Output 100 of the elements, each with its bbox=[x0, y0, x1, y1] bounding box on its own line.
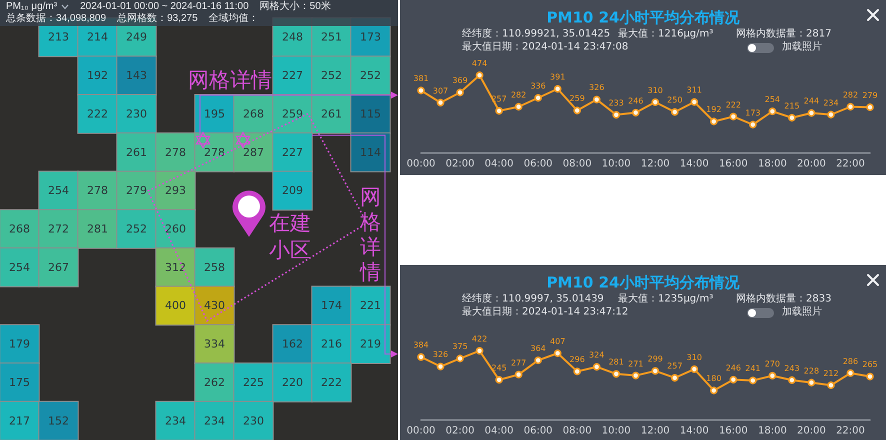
data-label: 282 bbox=[842, 90, 858, 100]
data-label: 225 bbox=[243, 376, 264, 389]
x-tick-label: 02:00 bbox=[446, 426, 474, 436]
data-label: 278 bbox=[165, 146, 186, 159]
x-tick-label: 10:00 bbox=[602, 158, 631, 170]
data-label: 234 bbox=[823, 98, 839, 108]
data-label: 334 bbox=[204, 338, 225, 351]
point bbox=[651, 98, 660, 106]
data-label: 287 bbox=[243, 146, 264, 159]
data-label: 246 bbox=[726, 363, 741, 372]
data-label: 261 bbox=[126, 146, 147, 159]
data-label: 248 bbox=[282, 30, 303, 44]
data-label: 391 bbox=[550, 72, 566, 82]
point bbox=[573, 368, 581, 376]
x-tick-label: 04:00 bbox=[484, 158, 514, 170]
x-tick-label: 16:00 bbox=[718, 426, 748, 436]
point bbox=[612, 110, 620, 119]
point bbox=[670, 374, 679, 382]
x-tick-label: 06:00 bbox=[524, 426, 553, 436]
data-label: 422 bbox=[472, 334, 488, 344]
data-label: 384 bbox=[413, 340, 429, 350]
data-label: 261 bbox=[321, 107, 342, 120]
data-label: 278 bbox=[87, 184, 108, 198]
point bbox=[495, 376, 503, 384]
data-label: 195 bbox=[204, 107, 225, 120]
data-label: 364 bbox=[530, 344, 546, 354]
text: 最大值日期：2024-01-14 23:47:12 bbox=[462, 306, 628, 318]
data-label: 246 bbox=[628, 96, 644, 106]
x-tick-label: 08:00 bbox=[562, 158, 592, 170]
text: 网格内数据量：2817 bbox=[736, 28, 832, 40]
data-label: 293 bbox=[165, 184, 186, 198]
data-label: 265 bbox=[862, 360, 878, 370]
point bbox=[612, 370, 620, 378]
point bbox=[788, 376, 796, 384]
data-label: 281 bbox=[608, 358, 624, 367]
data-label: 252 bbox=[321, 69, 342, 82]
data-label: 209 bbox=[282, 184, 303, 198]
point bbox=[866, 103, 874, 112]
x-tick-label: 14:00 bbox=[680, 158, 709, 170]
data-label: 222 bbox=[726, 100, 741, 110]
x-tick-label: 18:00 bbox=[758, 426, 787, 436]
point bbox=[730, 376, 738, 384]
point bbox=[866, 372, 874, 380]
data-label: 286 bbox=[842, 356, 858, 366]
point bbox=[417, 86, 425, 94]
text: 经纬度：110.9997, 35.01439 bbox=[462, 292, 604, 304]
chart-title: PM10 24小时平均分布情况 bbox=[546, 8, 740, 26]
point bbox=[808, 109, 816, 117]
x-tick-label: 04:00 bbox=[484, 426, 514, 436]
data-label: 310 bbox=[686, 352, 702, 362]
data-label: 259 bbox=[570, 94, 585, 104]
data-label: 173 bbox=[360, 30, 381, 44]
point bbox=[632, 372, 640, 380]
text: 最大值日期：2024-01-14 23:47:08 bbox=[462, 40, 628, 52]
data-label: 326 bbox=[589, 83, 604, 92]
data-label: 277 bbox=[510, 358, 526, 368]
data-label: 216 bbox=[321, 338, 342, 351]
x-tick-label: 22:00 bbox=[836, 158, 865, 170]
data-label: 381 bbox=[413, 74, 429, 84]
x-tick-label: 08:00 bbox=[562, 426, 592, 436]
data-label: 375 bbox=[452, 342, 468, 352]
data-label: 243 bbox=[784, 364, 800, 373]
x-tick-label: 00:00 bbox=[406, 158, 436, 170]
point bbox=[749, 120, 757, 128]
point bbox=[827, 381, 835, 390]
data-label: 213 bbox=[48, 30, 69, 44]
point bbox=[573, 106, 581, 114]
data-label: 212 bbox=[823, 368, 839, 378]
data-label: 115 bbox=[360, 107, 381, 120]
point bbox=[456, 354, 464, 362]
data-label: 279 bbox=[126, 184, 147, 198]
data-label: 143 bbox=[126, 69, 147, 82]
data-label: 215 bbox=[784, 101, 800, 110]
point bbox=[554, 85, 562, 93]
point bbox=[710, 118, 718, 126]
data-label: 179 bbox=[9, 338, 30, 351]
data-label: 271 bbox=[628, 359, 644, 368]
text: 经纬度：110.99921, 35.01425 bbox=[462, 28, 610, 40]
x-tick-label: 20:00 bbox=[797, 158, 826, 170]
point bbox=[534, 356, 542, 364]
data-label: 214 bbox=[87, 30, 108, 44]
x-tick-label: 00:00 bbox=[406, 426, 436, 436]
data-label: 220 bbox=[282, 376, 303, 389]
data-label: 174 bbox=[321, 299, 342, 312]
data-label: 241 bbox=[745, 364, 761, 374]
data-label: 279 bbox=[862, 90, 878, 100]
x-tick-label: 12:00 bbox=[640, 158, 670, 170]
x-tick-label: 16:00 bbox=[718, 158, 748, 170]
data-label: 268 bbox=[9, 222, 30, 236]
text: 网格内数据量：2833 bbox=[736, 292, 832, 304]
data-label: 217 bbox=[9, 414, 30, 428]
data-label: 114 bbox=[360, 146, 381, 159]
data-label: 310 bbox=[648, 86, 663, 95]
data-label: 312 bbox=[165, 260, 186, 274]
data-label: 278 bbox=[204, 146, 225, 159]
x-tick-label: 14:00 bbox=[680, 426, 709, 436]
data-label: 254 bbox=[764, 95, 780, 104]
point bbox=[690, 98, 698, 106]
data-label: 474 bbox=[472, 58, 488, 68]
point bbox=[730, 112, 738, 120]
